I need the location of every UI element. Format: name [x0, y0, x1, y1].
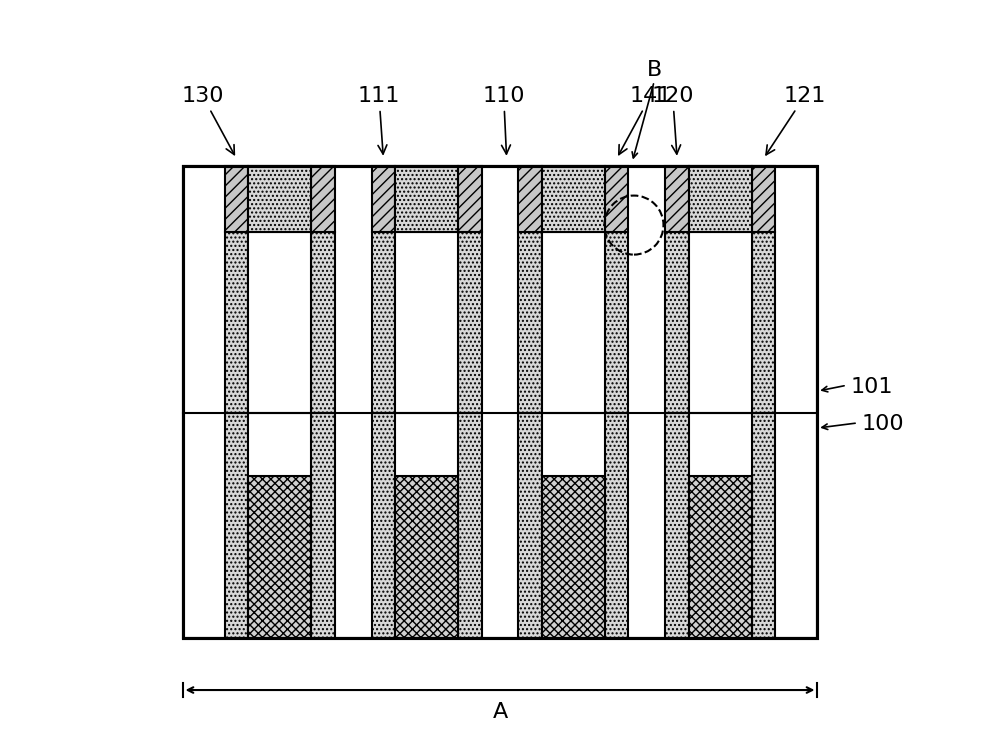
- Bar: [458, 166, 482, 232]
- Bar: [689, 476, 752, 638]
- Bar: [395, 232, 458, 413]
- Bar: [248, 232, 311, 413]
- Bar: [311, 413, 335, 638]
- Bar: [225, 232, 248, 413]
- Bar: [752, 413, 775, 638]
- Text: 111: 111: [358, 86, 400, 154]
- Bar: [605, 166, 628, 232]
- Bar: [183, 166, 817, 638]
- Bar: [665, 413, 689, 638]
- Bar: [225, 166, 248, 232]
- Bar: [605, 232, 628, 413]
- Text: 100: 100: [862, 414, 904, 435]
- Bar: [542, 232, 605, 413]
- Bar: [752, 166, 775, 232]
- Text: 121: 121: [766, 86, 826, 155]
- Bar: [458, 232, 482, 413]
- Bar: [311, 166, 335, 232]
- Bar: [605, 413, 628, 638]
- Bar: [689, 232, 752, 413]
- Bar: [248, 166, 311, 232]
- Bar: [518, 413, 542, 638]
- Bar: [372, 232, 395, 413]
- Text: 141: 141: [619, 86, 672, 154]
- Bar: [395, 166, 458, 232]
- Bar: [225, 413, 248, 638]
- Bar: [518, 232, 542, 413]
- Bar: [311, 232, 335, 413]
- Bar: [665, 232, 689, 413]
- Text: 120: 120: [651, 86, 694, 154]
- Bar: [542, 476, 605, 638]
- Bar: [183, 166, 817, 638]
- Text: 130: 130: [181, 86, 234, 154]
- Bar: [752, 232, 775, 413]
- Bar: [689, 166, 752, 232]
- Bar: [395, 476, 458, 638]
- Text: B: B: [647, 60, 662, 80]
- Bar: [665, 166, 689, 232]
- Bar: [458, 413, 482, 638]
- Bar: [518, 166, 542, 232]
- Text: 101: 101: [851, 377, 893, 398]
- Bar: [372, 166, 395, 232]
- Bar: [248, 476, 311, 638]
- Bar: [542, 166, 605, 232]
- Text: 110: 110: [482, 86, 525, 154]
- Text: A: A: [492, 702, 508, 723]
- Bar: [372, 413, 395, 638]
